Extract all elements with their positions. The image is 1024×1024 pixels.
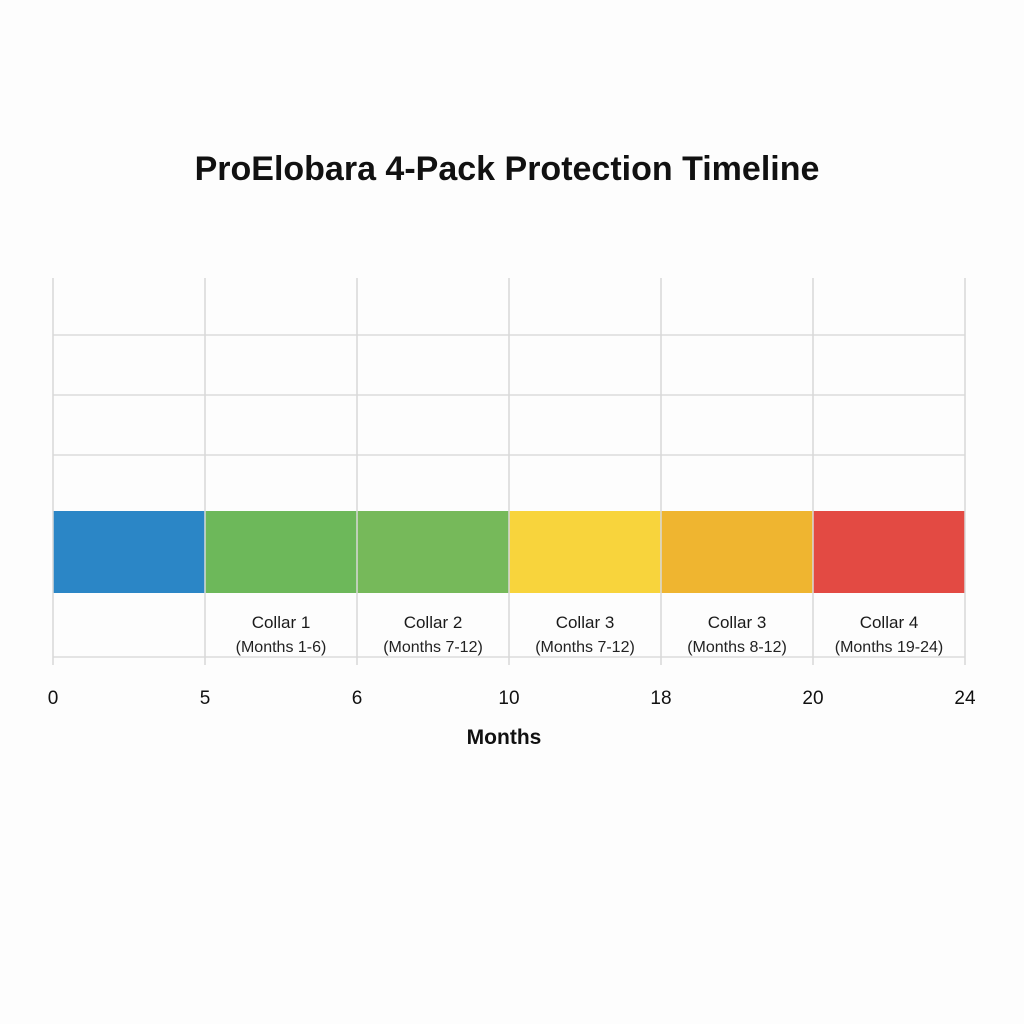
x-tick-label: 18 xyxy=(650,688,671,709)
x-tick-label: 5 xyxy=(200,688,211,709)
segment-sublabel: (Months 7-12) xyxy=(535,639,635,656)
chart-title: ProElobara 4-Pack Protection Timeline xyxy=(194,150,820,188)
timeline-segment xyxy=(53,511,205,593)
segment-label: Collar 1 xyxy=(252,613,311,632)
x-axis-title: Months xyxy=(467,726,542,749)
x-tick-label: 10 xyxy=(498,688,519,709)
x-tick-label: 6 xyxy=(352,688,363,709)
segment-sublabel: (Months 19-24) xyxy=(835,639,944,656)
timeline-segment xyxy=(813,511,965,593)
timeline-segment xyxy=(205,511,357,593)
segment-sublabel: (Months 1-6) xyxy=(236,639,327,656)
timeline-segment xyxy=(509,511,661,593)
x-tick-label: 20 xyxy=(802,688,823,709)
segment-sublabel: (Months 7-12) xyxy=(383,639,483,656)
x-tick-label: 24 xyxy=(954,688,976,709)
x-tick-label: 0 xyxy=(48,688,59,709)
timeline-segment xyxy=(357,511,509,593)
segment-label: Collar 2 xyxy=(404,613,463,632)
segment-label: Collar 3 xyxy=(708,613,767,632)
timeline-segment xyxy=(661,511,813,593)
segment-label: Collar 4 xyxy=(860,613,919,632)
segment-label: Collar 3 xyxy=(556,613,615,632)
segment-sublabel: (Months 8-12) xyxy=(687,639,787,656)
